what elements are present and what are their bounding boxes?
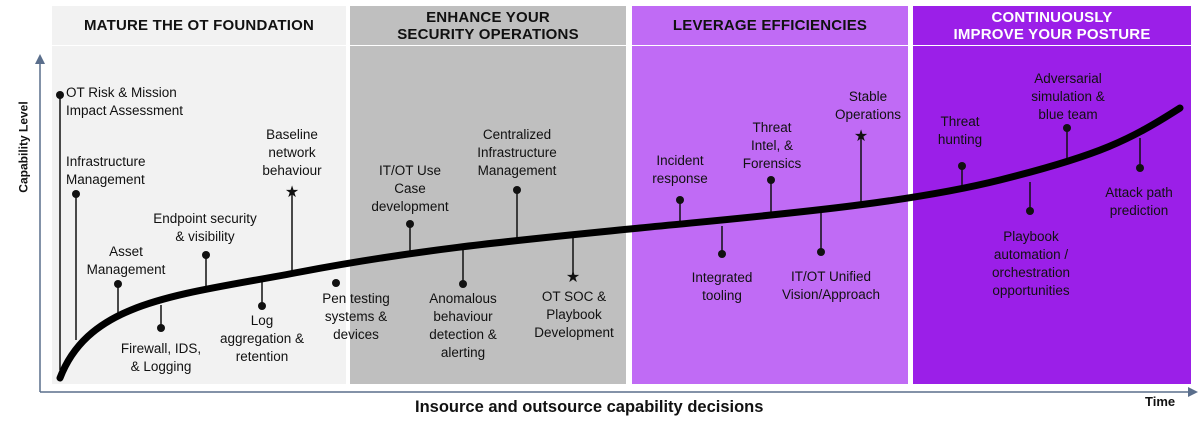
y-axis-label: Capability Level [16, 101, 31, 193]
label-ot-risk: OT Risk & Mission Impact Assessment [66, 85, 184, 118]
label-itot-unified: IT/OT Unified Vision/Approach [781, 269, 881, 302]
x-axis-end-label: Time [1145, 394, 1176, 409]
label-threat-intel: Threat Intel, & Forensics [742, 120, 802, 171]
label-incident: Incident response [652, 153, 708, 186]
star-ot-soc-icon: ★ [566, 267, 580, 286]
dot-log-agg [258, 302, 266, 310]
label-integrated: Integrated tooling [691, 270, 753, 303]
dot-firewall [157, 324, 165, 332]
dot-adversarial [1063, 124, 1071, 132]
label-anomalous: Anomalous behaviour detection & alerting [429, 291, 497, 360]
phase-1-title: MATURE THE OT FOUNDATION [83, 17, 315, 34]
dot-attack-path [1136, 164, 1144, 172]
label-log-agg: Log aggregation & retention [219, 313, 305, 364]
label-firewall: Firewall, IDS, & Logging [120, 341, 202, 374]
x-axis-arrow-icon [1188, 387, 1198, 397]
x-axis-label: Insource and outsource capability decisi… [415, 398, 764, 416]
dot-centralized [513, 186, 521, 194]
dot-infra-mgmt [72, 190, 80, 198]
y-axis-arrow-icon [35, 54, 45, 64]
label-ot-soc: OT SOC & Playbook Development [534, 289, 614, 340]
phase-2-title-line1: ENHANCE YOUR [426, 8, 550, 26]
dot-itot-use-case [406, 220, 414, 228]
milestone-markers [56, 91, 1144, 332]
phase-3-title: LEVERAGE EFFICIENCIES [672, 17, 868, 34]
capability-curve [56, 104, 1184, 382]
phase-4-panel [913, 46, 1191, 384]
phase-2-panel [350, 46, 626, 384]
phase-4-title-line2: IMPROVE YOUR POSTURE [953, 25, 1151, 43]
label-pen-testing: Pen testing systems & devices [322, 291, 390, 342]
dot-asset-mgmt [114, 280, 122, 288]
phase-1-header: MATURE THE OT FOUNDATION [52, 6, 346, 45]
phase-2-header: ENHANCE YOUR SECURITY OPERATIONS [350, 6, 626, 45]
dot-itot-unified [817, 248, 825, 256]
dot-threat-hunting [958, 162, 966, 170]
dot-endpoint [202, 251, 210, 259]
label-baseline: Baseline network behaviour [262, 127, 322, 178]
phase-3-header: LEVERAGE EFFICIENCIES [632, 6, 908, 45]
dot-ot-risk [56, 91, 64, 99]
label-playbook-auto: Playbook automation / orchestration opportu… [991, 229, 1071, 298]
star-baseline-icon: ★ [285, 182, 299, 201]
label-asset-mgmt: Asset Management [86, 244, 166, 277]
label-adversarial: Adversarial simulation & blue team [1031, 71, 1105, 122]
dot-integrated [718, 250, 726, 258]
label-attack-path: Attack path prediction [1105, 185, 1173, 218]
label-itot-use-case: IT/OT Use Case development [371, 163, 449, 214]
label-infra-mgmt: Infrastructure Management [66, 154, 146, 187]
dot-incident [676, 196, 684, 204]
dot-threat-intel [767, 176, 775, 184]
label-stable-ops: Stable Operations [834, 89, 902, 122]
dot-pen-testing [332, 279, 340, 287]
label-threat-hunting: Threat hunting [937, 114, 983, 147]
phase-4-title-line1: CONTINUOUSLY [991, 8, 1113, 26]
phase-4-header: CONTINUOUSLY IMPROVE YOUR POSTURE [913, 6, 1191, 45]
label-centralized: Centralized Infrastructure Management [477, 127, 557, 178]
phase-2-title-line2: SECURITY OPERATIONS [397, 25, 579, 43]
label-endpoint: Endpoint security & visibility [153, 211, 257, 244]
dot-anomalous [459, 280, 467, 288]
dot-playbook-auto [1026, 207, 1034, 215]
star-stable-ops-icon: ★ [854, 126, 868, 145]
